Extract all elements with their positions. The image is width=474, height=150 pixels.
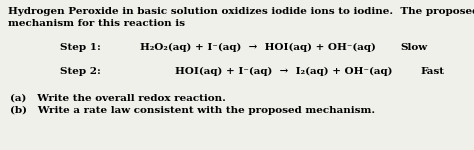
Text: (b)   Write a rate law consistent with the proposed mechanism.: (b) Write a rate law consistent with the… bbox=[10, 106, 375, 115]
Text: (a)   Write the overall redox reaction.: (a) Write the overall redox reaction. bbox=[10, 94, 226, 103]
Text: Slow: Slow bbox=[400, 43, 427, 52]
Text: H₂O₂(aq) + I⁻(aq)  →  HOI(aq) + OH⁻(aq): H₂O₂(aq) + I⁻(aq) → HOI(aq) + OH⁻(aq) bbox=[140, 43, 376, 52]
Text: mechanism for this reaction is: mechanism for this reaction is bbox=[8, 19, 185, 28]
Text: Step 2:: Step 2: bbox=[60, 67, 101, 76]
Text: HOI(aq) + I⁻(aq)  →  I₂(aq) + OH⁻(aq): HOI(aq) + I⁻(aq) → I₂(aq) + OH⁻(aq) bbox=[175, 67, 392, 76]
Text: Fast: Fast bbox=[420, 67, 444, 76]
Text: Hydrogen Peroxide in basic solution oxidizes iodide ions to iodine.  The propose: Hydrogen Peroxide in basic solution oxid… bbox=[8, 7, 474, 16]
Text: Step 1:: Step 1: bbox=[60, 43, 101, 52]
